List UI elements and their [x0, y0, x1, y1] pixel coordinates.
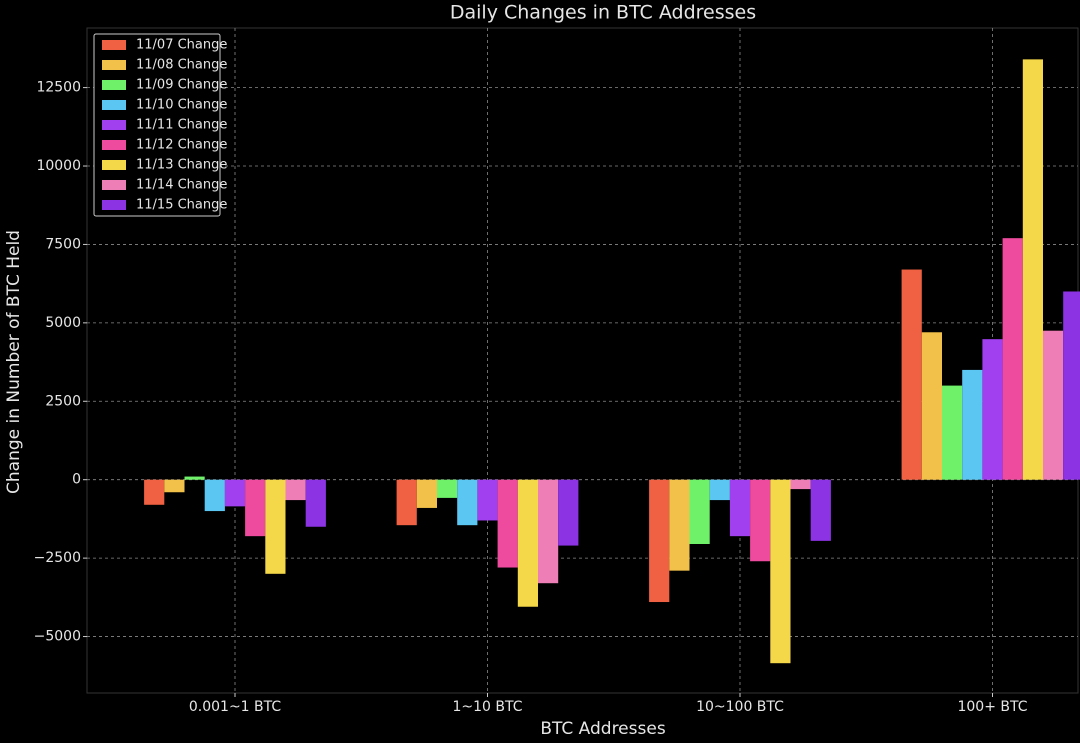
bar: [285, 479, 306, 501]
bar: [396, 479, 417, 526]
legend-swatch: [102, 180, 126, 190]
bar: [770, 479, 791, 664]
bar: [184, 476, 205, 480]
bar: [1063, 291, 1080, 480]
x-tick-label: 100+ BTC: [957, 699, 1027, 715]
y-tick-label: 5000: [45, 315, 81, 331]
bar: [649, 479, 670, 603]
bar: [477, 479, 498, 521]
bar: [517, 479, 538, 607]
bar: [982, 339, 1003, 480]
legend-swatch: [102, 40, 126, 50]
bar: [224, 479, 246, 507]
legend-label: 11/11 Change: [136, 118, 227, 133]
bar: [558, 479, 579, 546]
legend-label: 11/08 Change: [136, 58, 227, 73]
bar: [750, 479, 771, 562]
y-tick-label: 0: [72, 472, 81, 488]
legend-swatch: [102, 100, 126, 110]
x-tick-label: 10~100 BTC: [696, 699, 784, 715]
bar: [538, 479, 559, 584]
chart-title: Daily Changes in BTC Addresses: [450, 2, 756, 24]
y-tick-label: −2500: [34, 550, 81, 566]
legend-swatch: [102, 160, 126, 170]
legend-box: [93, 33, 221, 217]
legend-swatch: [102, 120, 126, 130]
bar: [942, 385, 963, 480]
bar: [921, 332, 942, 480]
bar: [709, 479, 730, 501]
bar: [416, 479, 437, 508]
legend-label: 11/15 Change: [136, 198, 227, 213]
legend-label: 11/13 Change: [136, 158, 227, 173]
bar: [457, 479, 478, 526]
y-axis-label: Change in Number of BTC Held: [4, 230, 24, 494]
legend-swatch: [102, 140, 126, 150]
bar: [437, 479, 458, 498]
bar: [1043, 330, 1064, 480]
bar: [962, 369, 983, 480]
bar: [305, 479, 326, 527]
bar: [1022, 59, 1043, 480]
x-tick-label: 0.001~1 BTC: [189, 699, 282, 715]
legend-swatch: [102, 60, 126, 70]
legend-label: 11/09 Change: [136, 78, 227, 93]
bar: [204, 479, 225, 512]
bar: [1002, 238, 1023, 480]
legend-label: 11/14 Change: [136, 178, 227, 193]
y-tick-label: 2500: [45, 393, 81, 409]
bar: [245, 479, 266, 537]
legend-label: 11/12 Change: [136, 138, 227, 153]
bar: [790, 479, 811, 490]
bar: [669, 479, 690, 571]
bar: [144, 479, 165, 505]
bar: [729, 479, 751, 537]
y-tick-label: 7500: [45, 236, 81, 252]
y-tick-label: 10000: [36, 158, 81, 174]
x-tick-label: 1~10 BTC: [452, 699, 522, 715]
legend-label: 11/07 Change: [136, 38, 227, 53]
bar: [689, 479, 710, 545]
y-tick-label: 12500: [36, 80, 81, 96]
bar: [164, 479, 185, 493]
x-axis-label: BTC Addresses: [540, 719, 665, 739]
legend-swatch: [102, 200, 126, 210]
bar: [901, 269, 922, 480]
bar: [265, 479, 286, 574]
bar: [810, 479, 831, 541]
legend-swatch: [102, 80, 126, 90]
legend-label: 11/10 Change: [136, 98, 227, 113]
y-tick-label: −5000: [34, 629, 81, 645]
bar: [497, 479, 518, 568]
